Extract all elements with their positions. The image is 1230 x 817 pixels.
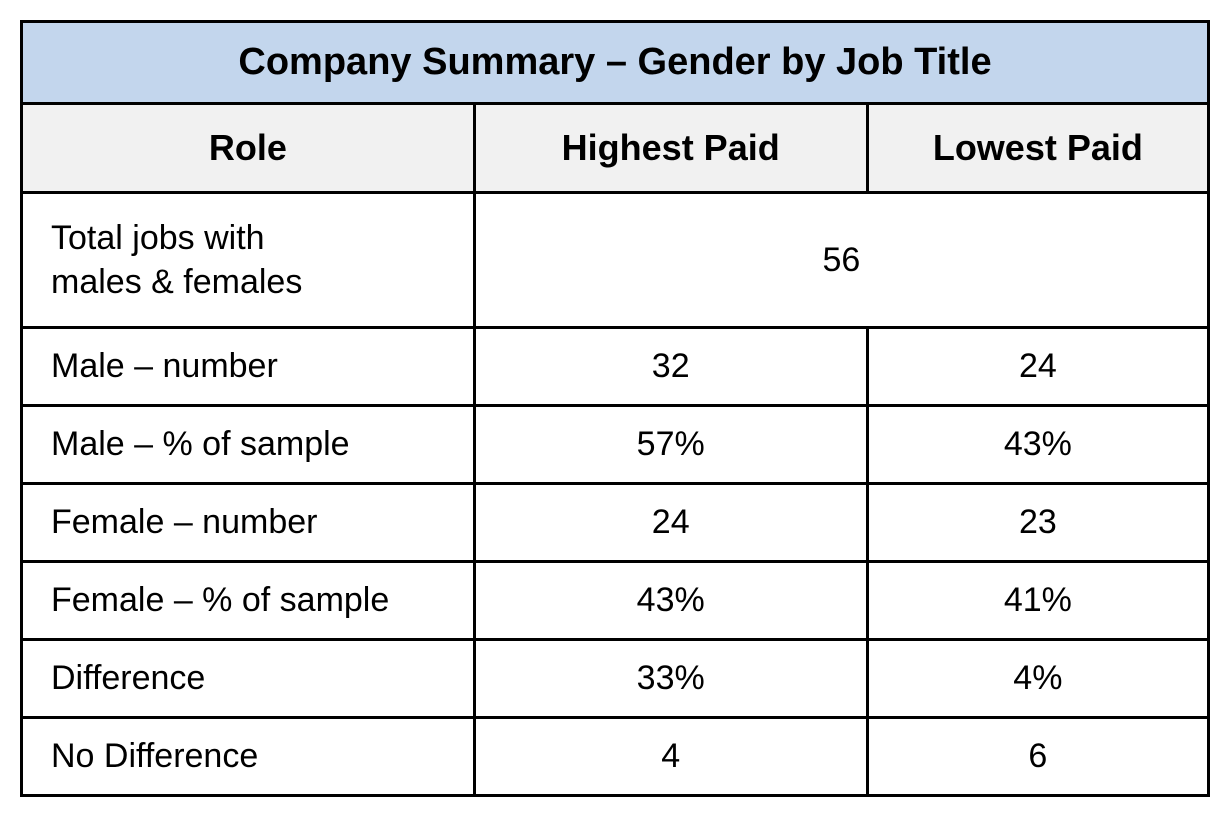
table-title: Company Summary – Gender by Job Title [23,23,1207,105]
row-highest-value: 24 [476,485,869,560]
row-lowest-value: 43% [869,407,1207,482]
summary-table: Company Summary – Gender by Job Title Ro… [20,20,1210,797]
column-header-highest: Highest Paid [476,105,869,191]
row-label: Female – % of sample [23,563,476,638]
row-label: Total jobs with males & females [23,194,476,326]
row-lowest-value: 4% [869,641,1207,716]
column-header-role: Role [23,105,476,191]
table-row: Female – number 24 23 [23,485,1207,563]
table-row: Female – % of sample 43% 41% [23,563,1207,641]
row-label-line2: males & females [51,263,302,301]
table-row: No Difference 4 6 [23,719,1207,794]
row-label-line1: Total jobs with [51,219,265,257]
table-row: Total jobs with males & females 56 [23,194,1207,329]
row-label: Difference [23,641,476,716]
table-row: Male – % of sample 57% 43% [23,407,1207,485]
row-label: Male – % of sample [23,407,476,482]
table-row: Difference 33% 4% [23,641,1207,719]
row-highest-value: 57% [476,407,869,482]
row-label: No Difference [23,719,476,794]
row-highest-value: 32 [476,329,869,404]
table-row: Male – number 32 24 [23,329,1207,407]
row-lowest-value: 6 [869,719,1207,794]
column-header-lowest: Lowest Paid [869,105,1207,191]
row-label: Male – number [23,329,476,404]
row-highest-value: 4 [476,719,869,794]
row-label: Female – number [23,485,476,560]
row-lowest-value: 23 [869,485,1207,560]
row-highest-value: 33% [476,641,869,716]
row-lowest-value: 24 [869,329,1207,404]
row-merged-value: 56 [476,194,1207,326]
row-highest-value: 43% [476,563,869,638]
table-header-row: Role Highest Paid Lowest Paid [23,105,1207,194]
row-lowest-value: 41% [869,563,1207,638]
